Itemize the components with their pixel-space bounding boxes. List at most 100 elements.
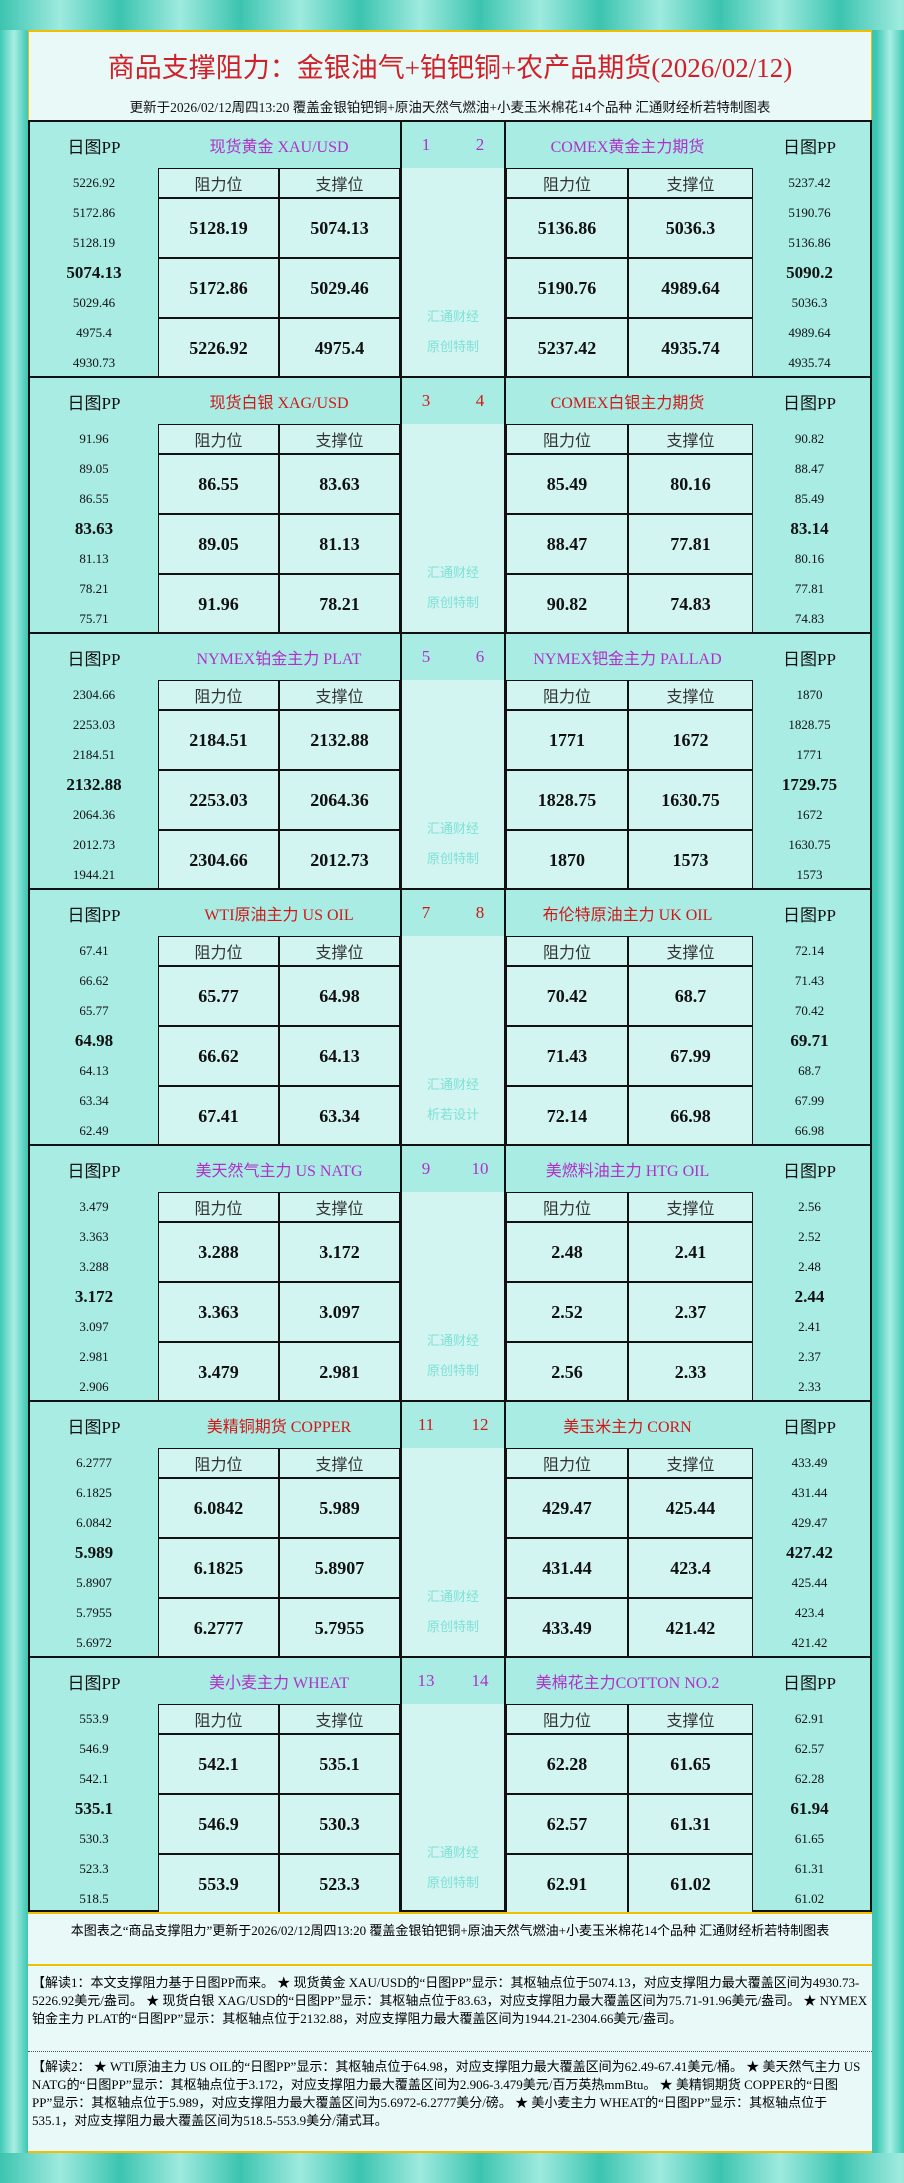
support-value: 5036.3 [628, 198, 753, 258]
decorative-frame-bottom [0, 2153, 904, 2183]
pp-level-value: 5172.86 [72, 205, 116, 220]
pivot-point-value: 69.71 [790, 1031, 829, 1050]
watermark-line: 汇通财经 [426, 1077, 479, 1092]
resistance-header: 阻力位 [158, 936, 279, 966]
resistance-value: 542.1 [158, 1734, 279, 1794]
resistance-value: 2184.51 [158, 710, 279, 770]
pp-level-value: 2.48 [798, 1259, 821, 1274]
section-number-cell [400, 1146, 506, 1192]
instrument-name-right: COMEX黄金主力期货 [550, 139, 705, 156]
pp-level-value: 5.8907 [76, 1575, 112, 1590]
pp-level-value: 71.43 [794, 973, 825, 988]
watermark-cell: 汇通财经 原创特制 [400, 1192, 506, 1400]
support-header: 支撑位 [628, 1704, 753, 1734]
section-number-right: 12 [471, 1415, 489, 1434]
page-subtitle: 更新于2026/02/12周四13:20 覆盖金银铂钯铜+原油天然气燃油+小麦玉… [129, 100, 771, 115]
pp-label-right: 日图PP [783, 649, 836, 669]
pp-level-value: 66.62 [79, 973, 109, 988]
section-number-cell [400, 1402, 506, 1448]
support-value: 4989.64 [628, 258, 753, 318]
support-value: 2012.73 [279, 830, 400, 890]
pp-level-value: 6.2777 [76, 1455, 112, 1470]
support-value: 423.4 [628, 1538, 753, 1598]
pp-level-value: 1828.75 [788, 717, 831, 732]
resistance-value: 1870 [506, 830, 628, 890]
commodity-section: 日图PP 日图PP 美天然气主力 US NATG 美燃料油主力 HTG OIL 9 10 汇… [28, 1144, 872, 1402]
pp-level-value: 88.47 [794, 461, 825, 476]
watermark-cell: 汇通财经 析若设计 [400, 936, 506, 1144]
pp-level-value: 425.44 [791, 1575, 828, 1590]
pp-level-value: 421.42 [791, 1635, 828, 1650]
resistance-value: 88.47 [506, 514, 628, 574]
resistance-value: 5237.42 [506, 318, 628, 378]
pp-level-value: 5226.92 [72, 175, 116, 190]
resistance-value: 85.49 [506, 454, 628, 514]
support-header: 支撑位 [628, 424, 753, 454]
watermark-line: 析若设计 [426, 1107, 479, 1122]
resistance-header: 阻力位 [158, 680, 279, 710]
pivot-point-value: 83.14 [790, 519, 829, 538]
pp-label-right: 日图PP [783, 1417, 836, 1437]
section-number-cell [400, 378, 506, 424]
pp-level-value: 423.4 [794, 1605, 825, 1620]
pp-label-right: 日图PP [783, 905, 836, 925]
support-value: 2132.88 [279, 710, 400, 770]
resistance-value: 6.1825 [158, 1538, 279, 1598]
support-value: 80.16 [628, 454, 753, 514]
pp-label-right: 日图PP [783, 393, 836, 413]
support-value: 67.99 [628, 1026, 753, 1086]
resistance-value: 5190.76 [506, 258, 628, 318]
resistance-header: 阻力位 [158, 1704, 279, 1734]
pivot-point-value: 3.172 [74, 1287, 114, 1306]
pivot-point-value: 64.98 [74, 1031, 114, 1050]
watermark-cell: 汇通财经 原创特制 [400, 168, 506, 376]
section-number-cell [400, 1658, 506, 1704]
support-header: 支撑位 [279, 1448, 400, 1478]
pp-level-value: 2.906 [79, 1379, 109, 1394]
watermark-line: 汇通财经 [426, 821, 479, 836]
pp-level-value: 61.65 [794, 1831, 825, 1846]
resistance-header: 阻力位 [506, 168, 628, 198]
pp-level-value: 3.097 [79, 1319, 109, 1334]
pp-level-value: 3.288 [79, 1259, 109, 1274]
instrument-name-right: NYMEX钯金主力 PALLAD [533, 651, 722, 668]
resistance-value: 62.57 [506, 1794, 628, 1854]
resistance-value: 553.9 [158, 1854, 279, 1914]
pp-level-value: 1672 [796, 807, 823, 822]
resistance-value: 71.43 [506, 1026, 628, 1086]
pp-level-value: 530.3 [79, 1831, 109, 1846]
commodity-section: 日图PP 日图PP WTI原油主力 US OIL 布伦特原油主力 UK OIL 7 8 汇通… [28, 888, 872, 1146]
pp-level-value: 1630.75 [788, 837, 831, 852]
pp-level-value: 1573 [796, 867, 823, 882]
pp-label-right: 日图PP [783, 1673, 836, 1693]
section-number-left: 11 [417, 1415, 435, 1434]
watermark-line: 原创特制 [426, 595, 479, 610]
pivot-point-value: 5090.2 [786, 263, 833, 282]
resistance-value: 5128.19 [158, 198, 279, 258]
section-number-left: 1 [421, 135, 431, 154]
pp-level-value: 5029.46 [72, 295, 116, 310]
pp-level-value: 62.28 [794, 1771, 825, 1786]
pp-level-value: 67.99 [794, 1093, 825, 1108]
pp-level-value: 2064.36 [72, 807, 116, 822]
support-value: 81.13 [279, 514, 400, 574]
support-header: 支撑位 [279, 1192, 400, 1222]
support-value: 64.98 [279, 966, 400, 1026]
resistance-value: 62.91 [506, 1854, 628, 1914]
pp-level-value: 2.981 [79, 1349, 109, 1364]
section-number-cell [400, 634, 506, 680]
section-number-right: 6 [475, 647, 485, 666]
support-value: 4975.4 [279, 318, 400, 378]
pp-label-left: 日图PP [67, 649, 121, 669]
pivot-point-value: 5.989 [74, 1543, 114, 1562]
section-number-left: 13 [417, 1671, 435, 1690]
support-value: 61.31 [628, 1794, 753, 1854]
pivot-point-value: 2.44 [794, 1287, 825, 1306]
support-value: 3.097 [279, 1282, 400, 1342]
watermark-line: 原创特制 [426, 851, 479, 866]
pivot-point-value: 61.94 [790, 1799, 829, 1818]
resistance-value: 65.77 [158, 966, 279, 1026]
resistance-value: 2.56 [506, 1342, 628, 1402]
watermark-cell: 汇通财经 原创特制 [400, 680, 506, 888]
pp-level-value: 523.3 [79, 1861, 109, 1876]
